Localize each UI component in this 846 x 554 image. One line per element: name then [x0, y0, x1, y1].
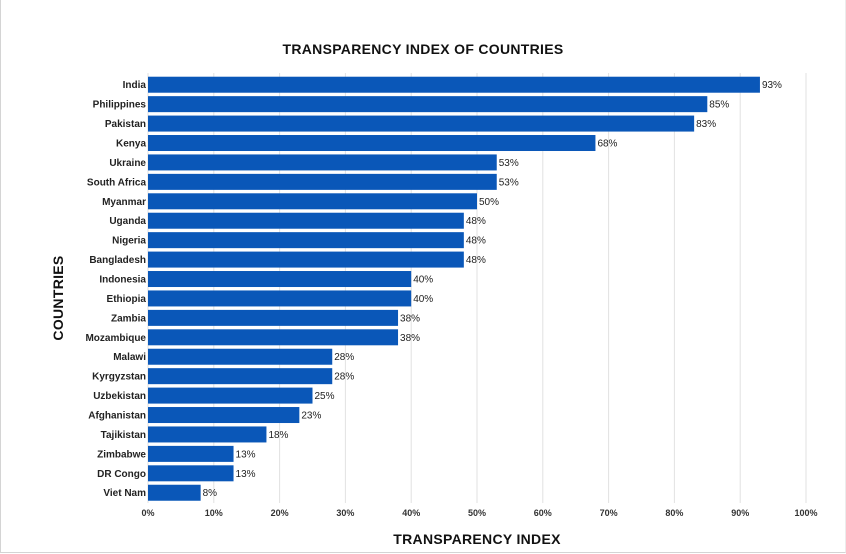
category-label: Zambia [111, 313, 146, 324]
bar [148, 484, 201, 501]
value-label: 50% [479, 197, 499, 208]
value-label: 28% [334, 372, 354, 383]
value-label: 40% [413, 275, 433, 286]
value-label: 53% [499, 177, 519, 188]
bar [148, 271, 412, 288]
category-label: Kyrgyzstan [92, 372, 146, 383]
x-tick-label: 70% [600, 508, 618, 518]
x-tick-label: 30% [336, 508, 354, 518]
x-tick-label: 50% [468, 508, 486, 518]
category-label: Bangladesh [89, 255, 146, 266]
category-label: Mozambique [85, 333, 146, 344]
value-label: 53% [499, 158, 519, 169]
x-tick-label: 80% [665, 508, 683, 518]
value-label: 8% [203, 488, 218, 499]
bar [148, 309, 399, 326]
bar [148, 368, 333, 385]
bar [148, 290, 412, 307]
x-tick-label: 20% [271, 508, 289, 518]
bar [148, 193, 477, 210]
bar [148, 232, 464, 249]
value-label: 18% [268, 430, 288, 441]
category-label: India [123, 80, 147, 91]
x-axis-label: TRANSPARENCY INDEX [393, 531, 561, 547]
value-label: 38% [400, 313, 420, 324]
value-label: 13% [236, 469, 256, 480]
bar [148, 348, 333, 365]
chart-title: TRANSPARENCY INDEX OF COUNTRIES [282, 41, 564, 57]
bar [148, 407, 300, 424]
value-label: 85% [709, 100, 729, 111]
value-label: 48% [466, 216, 486, 227]
value-label: 25% [315, 391, 335, 402]
bar [148, 96, 708, 113]
category-label: Nigeria [112, 236, 146, 247]
bar [148, 135, 596, 152]
category-label: Indonesia [99, 275, 146, 286]
category-label: Viet Nam [103, 488, 146, 499]
value-label: 68% [597, 139, 617, 150]
bar [148, 445, 234, 462]
category-label: DR Congo [97, 469, 146, 480]
bar [148, 329, 399, 346]
x-tick-label: 0% [141, 508, 154, 518]
category-label: Tajikistan [101, 430, 146, 441]
category-label: Afghanistan [88, 411, 146, 422]
value-label: 28% [334, 352, 354, 363]
x-tick-label: 60% [534, 508, 552, 518]
x-tick-label: 40% [402, 508, 420, 518]
category-label: Ukraine [109, 158, 146, 169]
category-label: Uganda [109, 216, 146, 227]
value-label: 83% [696, 119, 716, 130]
x-tick-label: 10% [205, 508, 223, 518]
bar [148, 173, 497, 190]
category-label: Uzbekistan [93, 391, 146, 402]
value-label: 93% [762, 80, 782, 91]
category-label: Pakistan [105, 119, 146, 130]
category-label: Philippines [93, 100, 147, 111]
value-label: 23% [301, 411, 321, 422]
bar [148, 251, 464, 268]
bar [148, 387, 313, 404]
value-label: 13% [236, 449, 256, 460]
category-label: Zimbabwe [97, 449, 146, 460]
value-label: 38% [400, 333, 420, 344]
category-label: South Africa [87, 177, 147, 188]
category-label: Kenya [116, 139, 146, 150]
bar [148, 212, 464, 229]
bar [148, 115, 695, 132]
value-label: 40% [413, 294, 433, 305]
x-tick-label: 100% [794, 508, 817, 518]
category-label: Myanmar [102, 197, 146, 208]
value-label: 48% [466, 255, 486, 266]
x-tick-label: 90% [731, 508, 749, 518]
bar [148, 154, 497, 171]
bar [148, 465, 234, 482]
category-label: Ethiopia [107, 294, 147, 305]
value-label: 48% [466, 236, 486, 247]
category-label: Malawi [113, 352, 146, 363]
bar [148, 426, 267, 443]
bar [148, 76, 760, 93]
